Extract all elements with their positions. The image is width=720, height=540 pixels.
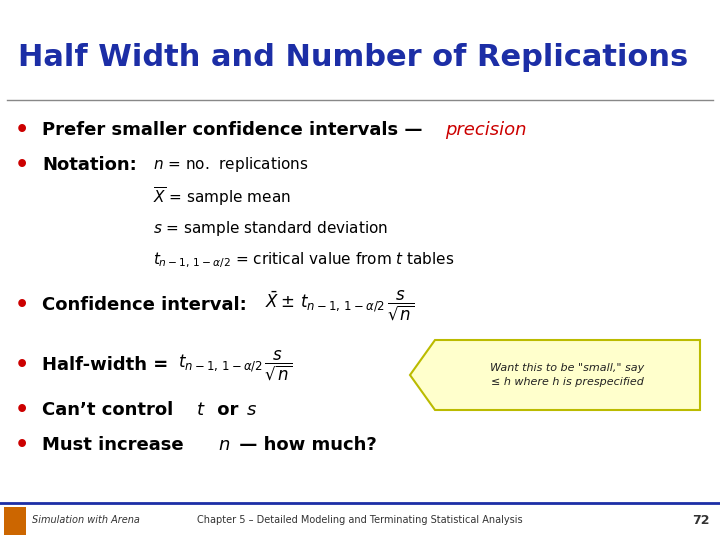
Text: •: • — [15, 435, 29, 455]
Text: $n$ = no.  replications: $n$ = no. replications — [153, 156, 309, 174]
Text: Confidence interval:: Confidence interval: — [42, 296, 247, 314]
Text: Notation:: Notation: — [42, 156, 137, 174]
Text: •: • — [15, 295, 29, 315]
Text: •: • — [15, 155, 29, 175]
Text: $s$ = sample standard deviation: $s$ = sample standard deviation — [153, 219, 388, 238]
Text: $s$: $s$ — [246, 401, 257, 419]
Text: Can’t control: Can’t control — [42, 401, 179, 419]
Text: 72: 72 — [693, 514, 710, 526]
Text: Must increase: Must increase — [42, 436, 190, 454]
Text: — how much?: — how much? — [233, 436, 377, 454]
Text: Prefer smaller confidence intervals —: Prefer smaller confidence intervals — — [42, 121, 428, 139]
Text: Half-width =: Half-width = — [42, 356, 168, 374]
Text: $\overline{X}$ = sample mean: $\overline{X}$ = sample mean — [153, 186, 291, 208]
Text: $t_{n-1,\,1-\alpha/2}$ = critical value from $t$ tables: $t_{n-1,\,1-\alpha/2}$ = critical value … — [153, 251, 454, 269]
Text: precision: precision — [445, 121, 526, 139]
Text: Want this to be "small," say
≤ h where h is prespecified: Want this to be "small," say ≤ h where h… — [490, 363, 644, 387]
Text: Simulation with Arena: Simulation with Arena — [32, 515, 140, 525]
FancyBboxPatch shape — [4, 507, 26, 535]
Text: •: • — [15, 355, 29, 375]
Text: •: • — [15, 400, 29, 420]
Text: $t$: $t$ — [196, 401, 206, 419]
Text: or: or — [211, 401, 245, 419]
Text: $t_{n-1,\,1-\alpha/2}\,\dfrac{s}{\sqrt{n}}$: $t_{n-1,\,1-\alpha/2}\,\dfrac{s}{\sqrt{n… — [178, 348, 292, 382]
Text: Half Width and Number of Replications: Half Width and Number of Replications — [18, 44, 688, 72]
Text: •: • — [15, 120, 29, 140]
Polygon shape — [410, 340, 700, 410]
Text: $\bar{X} \pm\, t_{n-1,\,1-\alpha/2}\,\dfrac{s}{\sqrt{n}}$: $\bar{X} \pm\, t_{n-1,\,1-\alpha/2}\,\df… — [265, 288, 415, 322]
Text: $n$: $n$ — [218, 436, 230, 454]
Text: Chapter 5 – Detailed Modeling and Terminating Statistical Analysis: Chapter 5 – Detailed Modeling and Termin… — [197, 515, 523, 525]
